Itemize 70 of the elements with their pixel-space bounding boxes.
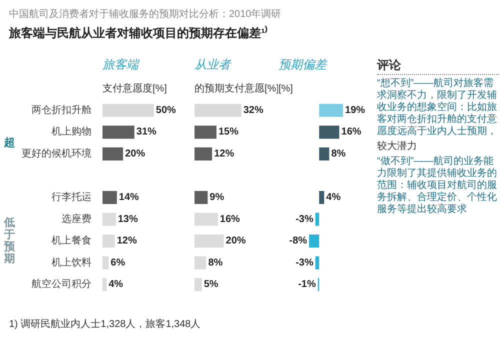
data-label: 14% — [118, 192, 140, 203]
data-label: -8% — [289, 236, 308, 247]
data-label: 4% — [326, 192, 341, 203]
data-label: 13% — [118, 214, 138, 225]
data-label: 8% — [331, 148, 346, 160]
bar — [102, 278, 107, 292]
data-label: -3% — [296, 214, 314, 225]
bar — [102, 256, 109, 270]
chart-title: 旅客端 — [102, 58, 140, 72]
bar — [319, 147, 330, 160]
text: 中国航司及消费者对于辅收服务的预期对比分析：2010年调研 — [9, 8, 282, 21]
bar — [102, 190, 117, 204]
y-tick-label: 行李托运 — [52, 191, 92, 203]
text: 低于预期 — [3, 217, 16, 266]
bar — [102, 147, 124, 160]
text: 较大潜力 — [377, 141, 418, 153]
bar — [194, 104, 242, 117]
data-label: 50% — [156, 104, 176, 116]
bar — [194, 190, 208, 204]
chart-subtitle: [%] — [278, 84, 294, 94]
text: 评论 — [377, 57, 499, 75]
data-label: 6% — [110, 257, 126, 268]
data-label: 20% — [125, 148, 146, 160]
data-label: 16% — [220, 214, 240, 225]
data-label: -3% — [296, 257, 314, 268]
chart-title: 从业者 — [194, 58, 232, 72]
data-label: 12% — [116, 236, 137, 247]
data-label: 8% — [208, 257, 223, 268]
data-label: 32% — [243, 104, 264, 116]
chart-subtitle: 的预期支付意愿[%] — [194, 82, 280, 94]
bar — [319, 126, 340, 139]
data-label: 19% — [345, 104, 366, 116]
bar — [319, 104, 344, 117]
bar — [102, 104, 154, 117]
chart-subtitle: 支付意愿度[%] — [102, 82, 168, 94]
bar — [102, 234, 115, 248]
text: “做不到”——航司的业务能力限制了其提供辅收业务的范围：辅收项目对航司的服务拆解、合理定价、个性化服务等提出较高要求 — [377, 156, 498, 216]
bar — [194, 212, 218, 226]
data-label: 9% — [210, 192, 224, 203]
data-label: -1% — [298, 279, 316, 290]
data-label: 20% — [226, 236, 246, 247]
y-tick-label: 航空公司积分 — [32, 278, 92, 290]
bar — [319, 190, 324, 204]
bar — [315, 212, 320, 226]
data-label: 12% — [214, 148, 234, 160]
bar — [194, 256, 206, 270]
bar — [194, 278, 202, 292]
data-label: 5% — [204, 279, 218, 290]
data-label: 4% — [108, 279, 124, 290]
y-tick-label: 选座费 — [62, 212, 92, 225]
bar — [102, 212, 116, 226]
y-tick-label: 机上饮料 — [52, 256, 92, 268]
text: “想不到”——航司对旅客需求洞察不力，限制了开发辅收业务的想象空间：比如旅客对两仓折扣升舱的支付意愿度远高于业内人士预期， — [377, 78, 498, 138]
data-label: 16% — [341, 126, 362, 138]
bar — [315, 256, 320, 270]
y-tick-label: 更好的候机环境 — [22, 147, 92, 160]
y-tick-label: 机上购物 — [52, 126, 92, 138]
y-tick-label: 机上餐食 — [52, 234, 92, 247]
bar — [309, 234, 320, 248]
bar — [102, 126, 134, 139]
data-label: 15% — [218, 126, 239, 138]
text: 旅客端与民航从业者对辅收项目的预期存在偏差¹⁾ — [9, 24, 269, 42]
text: 超 — [3, 136, 15, 150]
text: 1) 调研民航业内人士1,328人，旅客1,348人 — [9, 318, 201, 331]
y-tick-label: 两仓折扣升舱 — [32, 104, 92, 116]
bar — [194, 126, 216, 139]
data-label: 31% — [136, 126, 157, 138]
bar — [194, 234, 224, 248]
chart-title: 预期偏差 — [278, 58, 328, 72]
bar — [194, 147, 212, 160]
